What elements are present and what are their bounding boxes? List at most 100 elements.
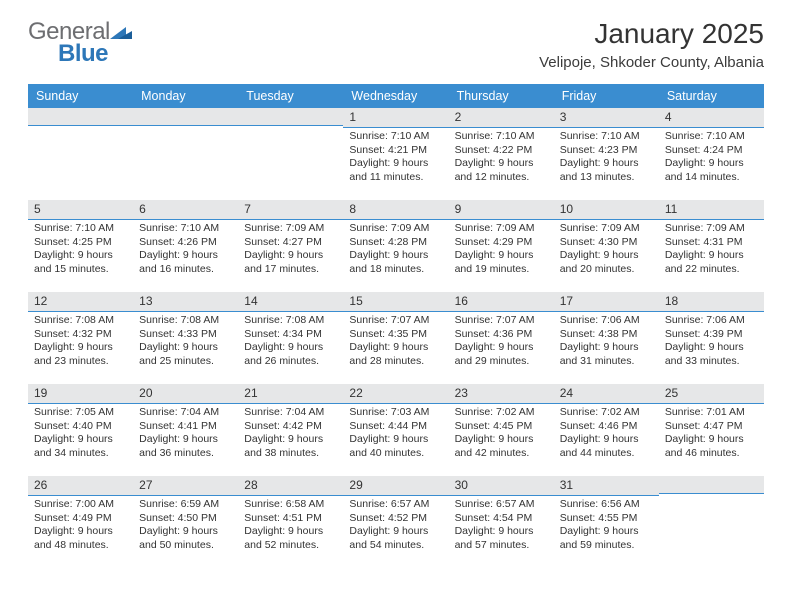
day-number-strip: 7 xyxy=(238,200,343,220)
day-line-sunset: Sunset: 4:46 PM xyxy=(560,420,653,433)
calendar-cell: 13Sunrise: 7:08 AMSunset: 4:33 PMDayligh… xyxy=(133,292,238,384)
day-number-strip: 26 xyxy=(28,476,133,496)
day-line-dl1: Daylight: 9 hours xyxy=(139,341,232,354)
calendar-cell: 5Sunrise: 7:10 AMSunset: 4:25 PMDaylight… xyxy=(28,200,133,292)
day-line-sunset: Sunset: 4:31 PM xyxy=(665,236,758,249)
calendar-body: 1Sunrise: 7:10 AMSunset: 4:21 PMDaylight… xyxy=(28,108,764,568)
day-line-dl1: Daylight: 9 hours xyxy=(665,249,758,262)
day-header: Friday xyxy=(554,84,659,108)
day-line-dl2: and 59 minutes. xyxy=(560,539,653,552)
calendar-cell: 1Sunrise: 7:10 AMSunset: 4:21 PMDaylight… xyxy=(343,108,448,200)
day-body: Sunrise: 7:08 AMSunset: 4:33 PMDaylight:… xyxy=(133,312,238,372)
day-line-sunrise: Sunrise: 7:07 AM xyxy=(455,314,548,327)
day-number-strip: 14 xyxy=(238,292,343,312)
day-body: Sunrise: 7:01 AMSunset: 4:47 PMDaylight:… xyxy=(659,404,764,464)
day-line-dl2: and 22 minutes. xyxy=(665,263,758,276)
calendar-cell: 7Sunrise: 7:09 AMSunset: 4:27 PMDaylight… xyxy=(238,200,343,292)
calendar-week-row: 5Sunrise: 7:10 AMSunset: 4:25 PMDaylight… xyxy=(28,200,764,292)
calendar-cell: 19Sunrise: 7:05 AMSunset: 4:40 PMDayligh… xyxy=(28,384,133,476)
calendar-cell: 4Sunrise: 7:10 AMSunset: 4:24 PMDaylight… xyxy=(659,108,764,200)
day-header: Thursday xyxy=(449,84,554,108)
day-number-strip: 22 xyxy=(343,384,448,404)
day-line-sunset: Sunset: 4:49 PM xyxy=(34,512,127,525)
day-number-strip: 2 xyxy=(449,108,554,128)
day-line-sunset: Sunset: 4:24 PM xyxy=(665,144,758,157)
day-line-sunset: Sunset: 4:42 PM xyxy=(244,420,337,433)
day-body: Sunrise: 7:02 AMSunset: 4:46 PMDaylight:… xyxy=(554,404,659,464)
day-line-sunset: Sunset: 4:55 PM xyxy=(560,512,653,525)
calendar-cell: 9Sunrise: 7:09 AMSunset: 4:29 PMDaylight… xyxy=(449,200,554,292)
day-line-dl2: and 57 minutes. xyxy=(455,539,548,552)
day-line-dl1: Daylight: 9 hours xyxy=(349,249,442,262)
day-line-dl1: Daylight: 9 hours xyxy=(244,341,337,354)
day-line-dl2: and 16 minutes. xyxy=(139,263,232,276)
day-line-dl2: and 50 minutes. xyxy=(139,539,232,552)
day-line-dl1: Daylight: 9 hours xyxy=(34,249,127,262)
day-header: Monday xyxy=(133,84,238,108)
day-header: Tuesday xyxy=(238,84,343,108)
day-header: Saturday xyxy=(659,84,764,108)
day-body: Sunrise: 7:04 AMSunset: 4:42 PMDaylight:… xyxy=(238,404,343,464)
day-line-dl2: and 19 minutes. xyxy=(455,263,548,276)
calendar-cell: 3Sunrise: 7:10 AMSunset: 4:23 PMDaylight… xyxy=(554,108,659,200)
day-body: Sunrise: 7:10 AMSunset: 4:26 PMDaylight:… xyxy=(133,220,238,280)
day-number-strip: 18 xyxy=(659,292,764,312)
day-line-sunrise: Sunrise: 7:10 AM xyxy=(560,130,653,143)
day-line-sunrise: Sunrise: 7:10 AM xyxy=(455,130,548,143)
day-number-strip: 28 xyxy=(238,476,343,496)
day-number-strip: 8 xyxy=(343,200,448,220)
calendar-head: SundayMondayTuesdayWednesdayThursdayFrid… xyxy=(28,84,764,108)
day-line-sunset: Sunset: 4:29 PM xyxy=(455,236,548,249)
brand-mark-icon xyxy=(110,23,132,44)
day-line-dl1: Daylight: 9 hours xyxy=(139,525,232,538)
day-line-dl2: and 17 minutes. xyxy=(244,263,337,276)
day-line-sunrise: Sunrise: 7:00 AM xyxy=(34,498,127,511)
calendar-cell: 15Sunrise: 7:07 AMSunset: 4:35 PMDayligh… xyxy=(343,292,448,384)
day-number-strip: 16 xyxy=(449,292,554,312)
day-line-sunset: Sunset: 4:41 PM xyxy=(139,420,232,433)
calendar-cell: 11Sunrise: 7:09 AMSunset: 4:31 PMDayligh… xyxy=(659,200,764,292)
day-line-sunset: Sunset: 4:38 PM xyxy=(560,328,653,341)
day-line-sunset: Sunset: 4:44 PM xyxy=(349,420,442,433)
day-number-strip: 9 xyxy=(449,200,554,220)
day-header: Sunday xyxy=(28,84,133,108)
day-body: Sunrise: 7:10 AMSunset: 4:21 PMDaylight:… xyxy=(343,128,448,188)
day-line-sunrise: Sunrise: 7:02 AM xyxy=(560,406,653,419)
day-line-dl2: and 23 minutes. xyxy=(34,355,127,368)
day-line-sunset: Sunset: 4:34 PM xyxy=(244,328,337,341)
day-line-dl2: and 46 minutes. xyxy=(665,447,758,460)
day-line-dl2: and 13 minutes. xyxy=(560,171,653,184)
day-line-sunset: Sunset: 4:45 PM xyxy=(455,420,548,433)
calendar-cell: 24Sunrise: 7:02 AMSunset: 4:46 PMDayligh… xyxy=(554,384,659,476)
day-line-dl1: Daylight: 9 hours xyxy=(244,525,337,538)
day-line-dl2: and 18 minutes. xyxy=(349,263,442,276)
day-number-strip: 3 xyxy=(554,108,659,128)
day-line-dl1: Daylight: 9 hours xyxy=(455,157,548,170)
day-line-sunset: Sunset: 4:30 PM xyxy=(560,236,653,249)
day-body: Sunrise: 7:04 AMSunset: 4:41 PMDaylight:… xyxy=(133,404,238,464)
calendar-cell: 17Sunrise: 7:06 AMSunset: 4:38 PMDayligh… xyxy=(554,292,659,384)
day-line-sunset: Sunset: 4:22 PM xyxy=(455,144,548,157)
day-line-dl1: Daylight: 9 hours xyxy=(560,525,653,538)
day-body: Sunrise: 6:57 AMSunset: 4:52 PMDaylight:… xyxy=(343,496,448,556)
day-line-sunrise: Sunrise: 7:09 AM xyxy=(349,222,442,235)
calendar-cell: 21Sunrise: 7:04 AMSunset: 4:42 PMDayligh… xyxy=(238,384,343,476)
day-line-sunset: Sunset: 4:26 PM xyxy=(139,236,232,249)
day-line-dl2: and 40 minutes. xyxy=(349,447,442,460)
day-body: Sunrise: 7:08 AMSunset: 4:34 PMDaylight:… xyxy=(238,312,343,372)
day-line-sunset: Sunset: 4:52 PM xyxy=(349,512,442,525)
calendar-cell xyxy=(28,108,133,200)
day-line-sunset: Sunset: 4:39 PM xyxy=(665,328,758,341)
day-line-sunset: Sunset: 4:47 PM xyxy=(665,420,758,433)
day-line-sunrise: Sunrise: 7:09 AM xyxy=(244,222,337,235)
day-body: Sunrise: 7:10 AMSunset: 4:25 PMDaylight:… xyxy=(28,220,133,280)
day-body: Sunrise: 7:02 AMSunset: 4:45 PMDaylight:… xyxy=(449,404,554,464)
day-body: Sunrise: 7:07 AMSunset: 4:36 PMDaylight:… xyxy=(449,312,554,372)
calendar-cell: 29Sunrise: 6:57 AMSunset: 4:52 PMDayligh… xyxy=(343,476,448,568)
day-line-dl1: Daylight: 9 hours xyxy=(244,433,337,446)
calendar-week-row: 1Sunrise: 7:10 AMSunset: 4:21 PMDaylight… xyxy=(28,108,764,200)
day-line-dl1: Daylight: 9 hours xyxy=(349,525,442,538)
day-line-dl2: and 31 minutes. xyxy=(560,355,653,368)
day-line-dl1: Daylight: 9 hours xyxy=(665,341,758,354)
day-line-sunrise: Sunrise: 7:04 AM xyxy=(139,406,232,419)
